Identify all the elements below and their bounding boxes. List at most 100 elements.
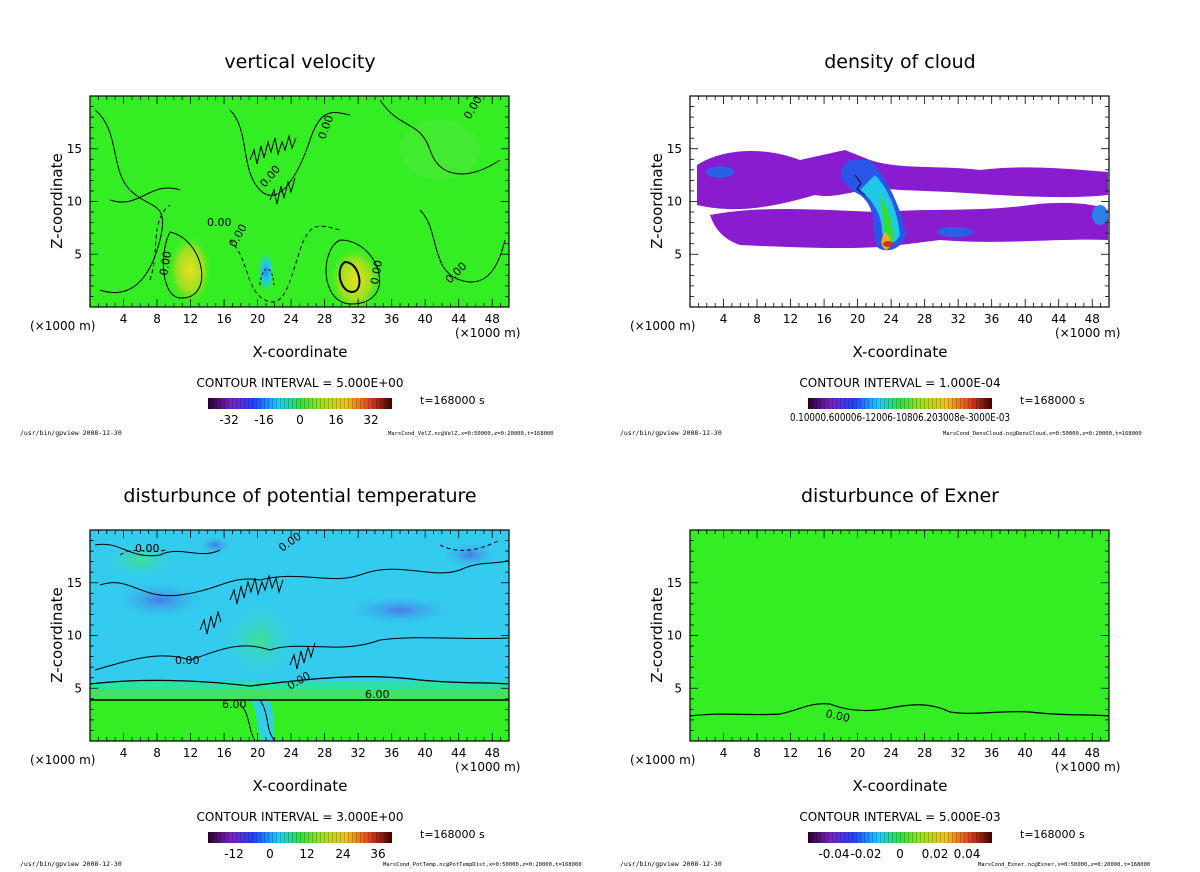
contour-interval: CONTOUR INTERVAL = 5.000E-03	[799, 810, 1000, 824]
x-tick-label: 32	[951, 312, 966, 326]
colorbar-tick: -16	[254, 413, 274, 427]
colorbar-tick: 12	[299, 847, 314, 861]
x-unit-label: (×1000 m)	[630, 753, 695, 767]
x-tick-label: 32	[951, 746, 966, 760]
x-tick-label: 48	[485, 746, 500, 760]
chart-title: disturbunce of Exner	[801, 485, 999, 507]
x-tick-label: 24	[283, 746, 298, 760]
y-axis-label: Z-coordinate	[648, 587, 666, 682]
plot-field	[690, 96, 1109, 307]
colorbar-stripes	[808, 832, 992, 843]
y-tick-label: 10	[667, 195, 682, 209]
colorbar-tick-labels: 0.10000.600006-12006-10806.203008e-3000E…	[790, 411, 1010, 424]
x-tick-label: 28	[917, 312, 932, 326]
y-axis-label: Z-coordinate	[48, 153, 66, 248]
contour-label: 0.00	[135, 542, 160, 555]
x-tick-label: 36	[384, 746, 399, 760]
footer-left: /usr/bin/gpview 2008-12-30	[20, 860, 122, 868]
x-tick-label: 12	[783, 312, 798, 326]
x-tick-label: 44	[1051, 312, 1066, 326]
colorbar-tick: 36	[370, 847, 385, 861]
panel-vertical-velocity: vertical velocity 0.00 0.00 0.00	[20, 51, 554, 437]
x-tick-label: 36	[984, 312, 999, 326]
x-tick-label: 36	[384, 312, 399, 326]
colorbar-ticks: -0.04 -0.02 0 0.02 0.04	[818, 847, 980, 861]
time-label: t=168000 s	[420, 394, 485, 407]
chart-title: density of cloud	[824, 51, 976, 73]
colorbar-tick: -12	[224, 847, 244, 861]
plot-field	[690, 530, 1109, 741]
colorbar-stripes	[808, 398, 992, 409]
footer-left: /usr/bin/gpview 2008-12-30	[620, 429, 722, 437]
contour-label: 0.00	[207, 216, 232, 229]
x-tick-label: 20	[250, 312, 265, 326]
x-tick-label: 24	[883, 746, 898, 760]
x-tick-label: 28	[317, 746, 332, 760]
x-unit-label-right: (×1000 m)	[1055, 326, 1120, 340]
x-tick-label: 4	[120, 746, 128, 760]
x-tick-label: 20	[850, 746, 865, 760]
x-tick-label: 12	[183, 746, 198, 760]
x-tick-label: 36	[984, 746, 999, 760]
colorbar-stripes	[208, 398, 392, 409]
contour-label: 6.00	[365, 688, 390, 701]
x-tick-label: 40	[1018, 746, 1033, 760]
footer-right: MarsCond_DensCloud.nc@DensCloud,x=0:5000…	[943, 431, 1142, 437]
x-tick-label: 44	[451, 746, 466, 760]
x-tick-label: 32	[351, 312, 366, 326]
colorbar-tick: -0.02	[850, 847, 881, 861]
footer-right: MarsCond_PotTemp.nc@PotTempDist,x=0:5000…	[383, 862, 582, 868]
footer-right: MarsCond_VelZ.nc@VelZ,x=0:50000,z=0:2000…	[388, 431, 554, 437]
x-tick-label: 40	[418, 746, 433, 760]
contour-label: 0.00	[824, 707, 851, 725]
footer-left: /usr/bin/gpview 2008-12-30	[620, 860, 722, 868]
x-axis-label: X-coordinate	[253, 777, 348, 795]
contour-interval: CONTOUR INTERVAL = 5.000E+00	[197, 376, 404, 390]
x-tick-label: 20	[250, 746, 265, 760]
colorbar-tick: 24	[335, 847, 350, 861]
panel-density-of-cloud: density of cloud 4 8 12 16 20 24 28 32 36 40 44 485…	[620, 51, 1142, 437]
contour-label: 6.00	[222, 698, 247, 711]
contour-label: 0.00	[368, 259, 385, 285]
x-tick-label: 20	[850, 312, 865, 326]
y-tick-label: 15	[667, 576, 682, 590]
x-unit-label: (×1000 m)	[30, 319, 95, 333]
footer-left: /usr/bin/gpview 2008-12-30	[20, 429, 122, 437]
time-label: t=168000 s	[1020, 828, 1085, 841]
colorbar-tick: 16	[328, 413, 343, 427]
x-tick-label: 48	[1085, 312, 1100, 326]
x-unit-label: (×1000 m)	[30, 753, 95, 767]
panel-potential-temperature: disturbunce of potential temperature	[20, 485, 582, 868]
plot-field	[90, 530, 509, 741]
x-tick-label: 16	[816, 746, 831, 760]
x-tick-label: 40	[1018, 312, 1033, 326]
time-label: t=168000 s	[1020, 394, 1085, 407]
x-tick-label: 44	[451, 312, 466, 326]
x-tick-label: 40	[418, 312, 433, 326]
x-tick-label: 16	[816, 312, 831, 326]
x-tick-label: 4	[720, 312, 728, 326]
colorbar-ticks: -32 -16 0 16 32	[219, 413, 378, 427]
x-axis-label: X-coordinate	[253, 343, 348, 361]
y-tick-label: 5	[674, 681, 682, 695]
contour-label: 0.00	[175, 654, 200, 667]
x-tick-label: 28	[917, 746, 932, 760]
contour-interval: CONTOUR INTERVAL = 3.000E+00	[197, 810, 404, 824]
colorbar-tick: 0	[296, 413, 304, 427]
colorbar-ticks: -12 0 12 24 36	[224, 847, 385, 861]
x-tick-label: 16	[216, 746, 231, 760]
colorbar-stripes	[208, 832, 392, 843]
plot-field	[90, 96, 509, 307]
x-tick-label: 8	[753, 312, 761, 326]
contour-label: 0.00	[157, 250, 174, 276]
x-tick-label: 8	[753, 746, 761, 760]
y-tick-label: 10	[67, 629, 82, 643]
colorbar-tick: 0.04	[954, 847, 981, 861]
chart-title: vertical velocity	[224, 51, 375, 73]
x-tick-label: 24	[283, 312, 298, 326]
contour-interval: CONTOUR INTERVAL = 1.000E-04	[799, 376, 1000, 390]
y-tick-label: 10	[667, 629, 682, 643]
colorbar-tick: 0.02	[922, 847, 949, 861]
colorbar-tick: -32	[219, 413, 239, 427]
